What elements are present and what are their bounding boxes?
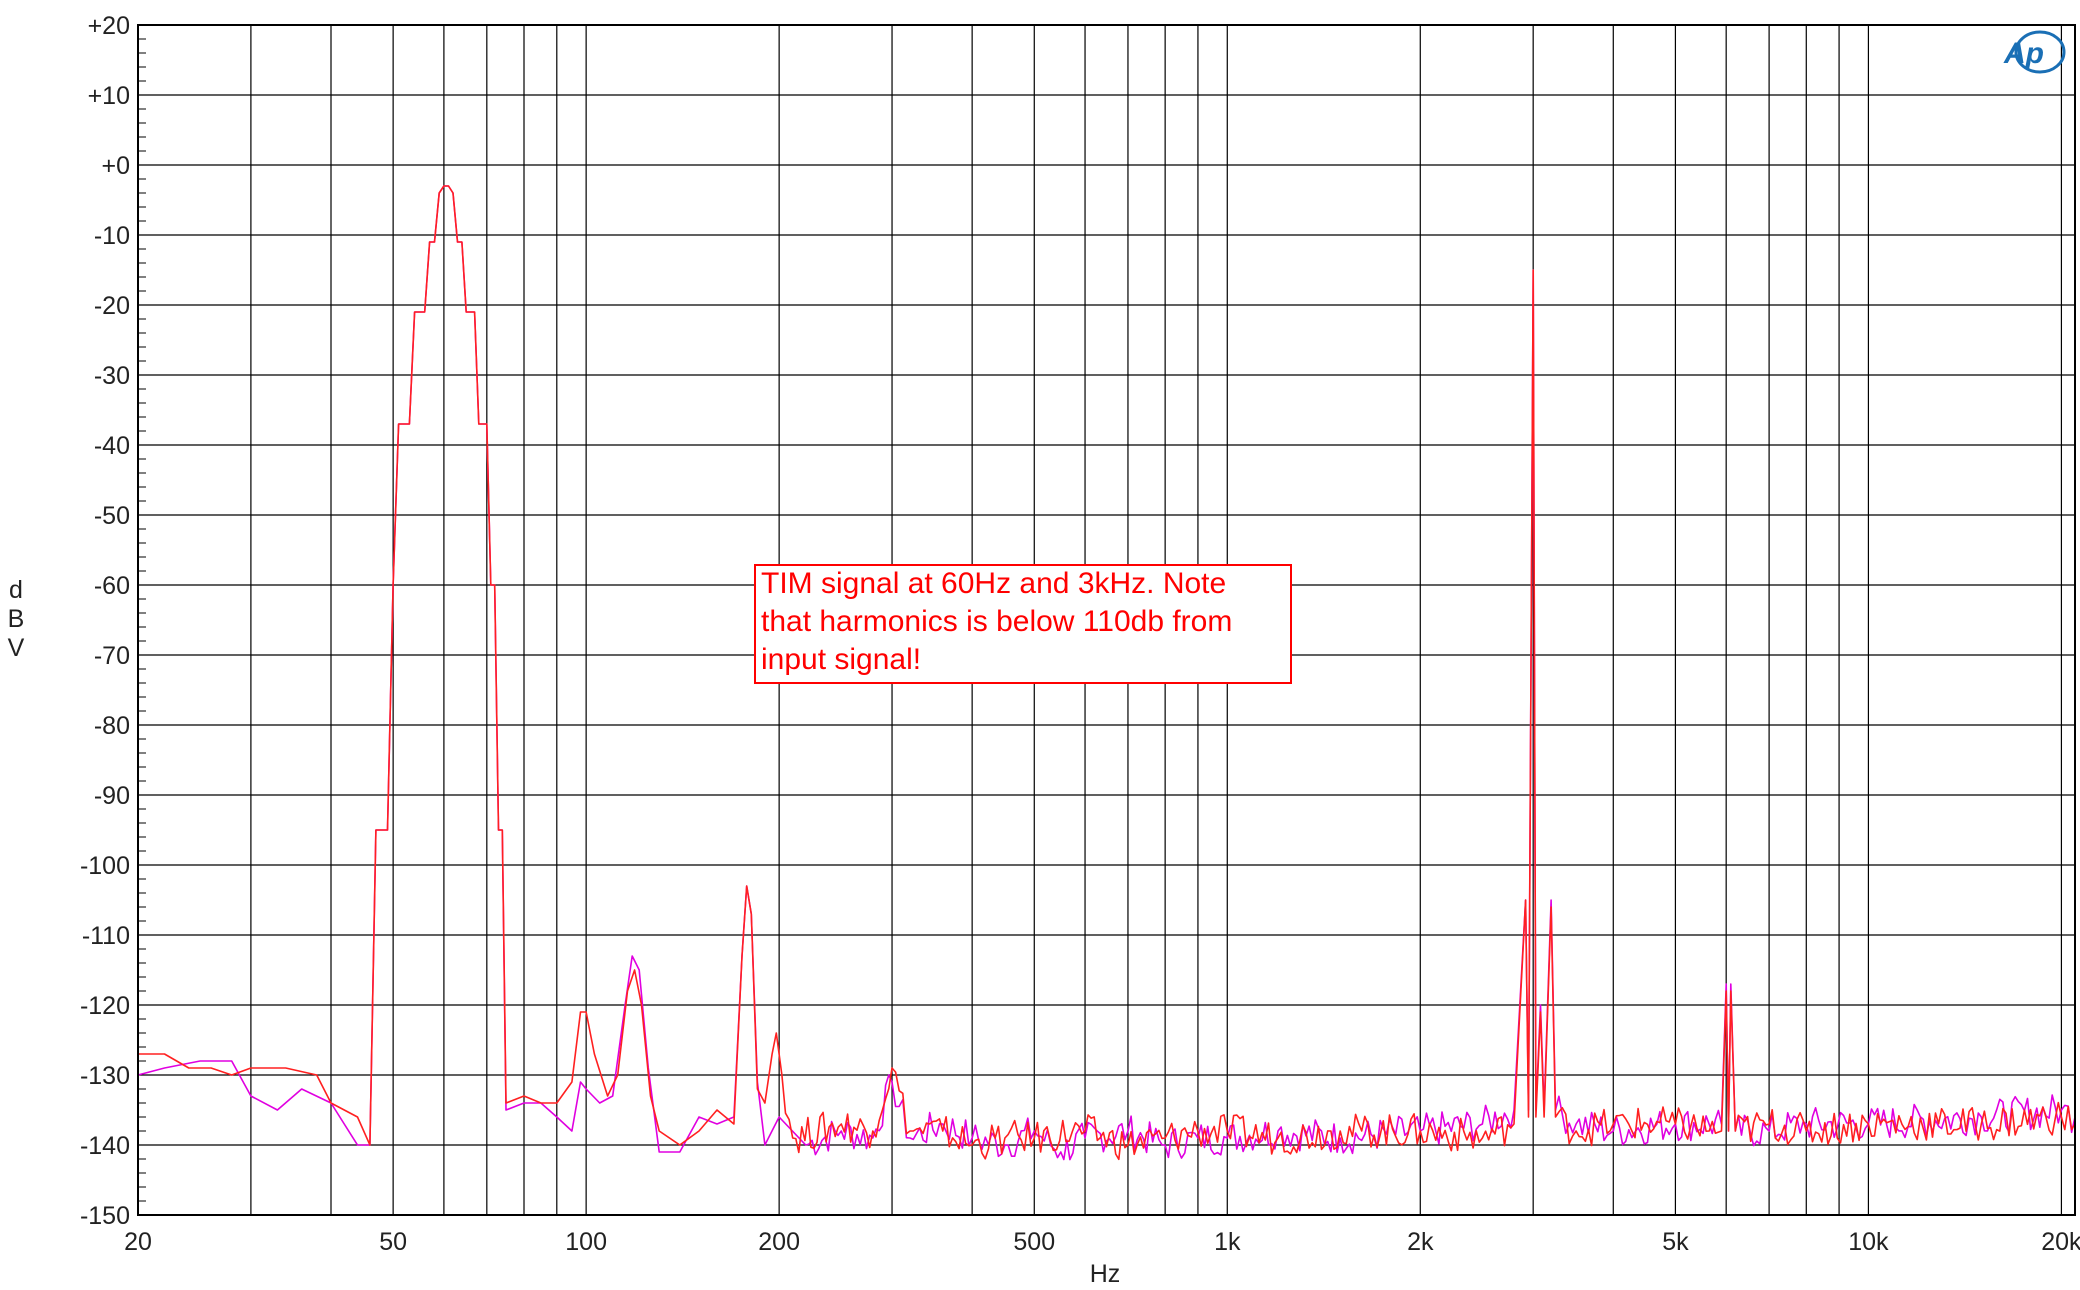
x-tick-label: 20k: [2041, 1228, 2080, 1256]
x-tick-label: 500: [1013, 1228, 1055, 1256]
x-tick-label: 200: [758, 1228, 800, 1256]
x-tick-label: 5k: [1662, 1228, 1689, 1256]
y-tick-label: -10: [94, 222, 130, 250]
y-axis-label-d: d: [9, 576, 23, 604]
x-tick-label: 50: [379, 1228, 407, 1256]
annotation-line-3: input signal!: [761, 643, 921, 676]
y-axis-title: d B V: [8, 576, 25, 662]
x-tick-label: 1k: [1214, 1228, 1241, 1256]
y-tick-label: +0: [101, 152, 130, 180]
x-tick-label: 2k: [1407, 1228, 1434, 1256]
annotation-line-1: TIM signal at 60Hz and 3kHz. Note: [761, 567, 1226, 600]
y-tick-label: -50: [94, 502, 130, 530]
y-tick-label: -140: [80, 1132, 130, 1160]
x-tick-label: 20: [124, 1228, 152, 1256]
series-layer: [137, 185, 2076, 1161]
plot-frame: [137, 24, 2076, 1216]
annotation-line-2: that harmonics is below 110db from: [761, 605, 1232, 638]
y-tick-label: -60: [94, 572, 130, 600]
y-tick-label: -110: [82, 922, 130, 950]
y-tick-label: +10: [88, 82, 130, 110]
x-tick-labels: 20 50 100 200 500 1k 2k 5k 10k 20k: [124, 1228, 2080, 1256]
x-tick-label: 100: [565, 1228, 607, 1256]
y-tick-label: -120: [80, 992, 130, 1020]
y-axis-label-b: B: [8, 605, 25, 633]
y-tick-label: -80: [94, 712, 130, 740]
y-axis-label-v: V: [8, 634, 25, 662]
y-tick-label: -100: [80, 852, 130, 880]
y-tick-label: -90: [94, 782, 130, 810]
y-tick-label: -30: [94, 362, 130, 390]
y-tick-label: -20: [94, 292, 130, 320]
y-tick-label: +20: [88, 12, 130, 40]
y-tick-label: -40: [94, 432, 130, 460]
y-tick-label: -150: [80, 1202, 130, 1230]
annotation-box: TIM signal at 60Hz and 3kHz. Note that h…: [754, 564, 1292, 684]
x-axis-label: Hz: [1090, 1260, 1121, 1288]
series-line-1: [137, 185, 2076, 1161]
minor-ticks: [138, 38, 146, 1202]
y-tick-label: -70: [94, 642, 130, 670]
ap-logo-text: Ap: [2003, 37, 2044, 70]
y-tick-label: -130: [80, 1062, 130, 1090]
x-tick-label: 10k: [1848, 1228, 1889, 1256]
y-tick-labels: +20 +10 +0 -10 -20 -30 -40 -50 -60 -70 -80 -90 -100 -…: [80, 12, 130, 1230]
ap-logo: Ap: [2003, 30, 2066, 74]
series-line-2: [138, 185, 2076, 1161]
